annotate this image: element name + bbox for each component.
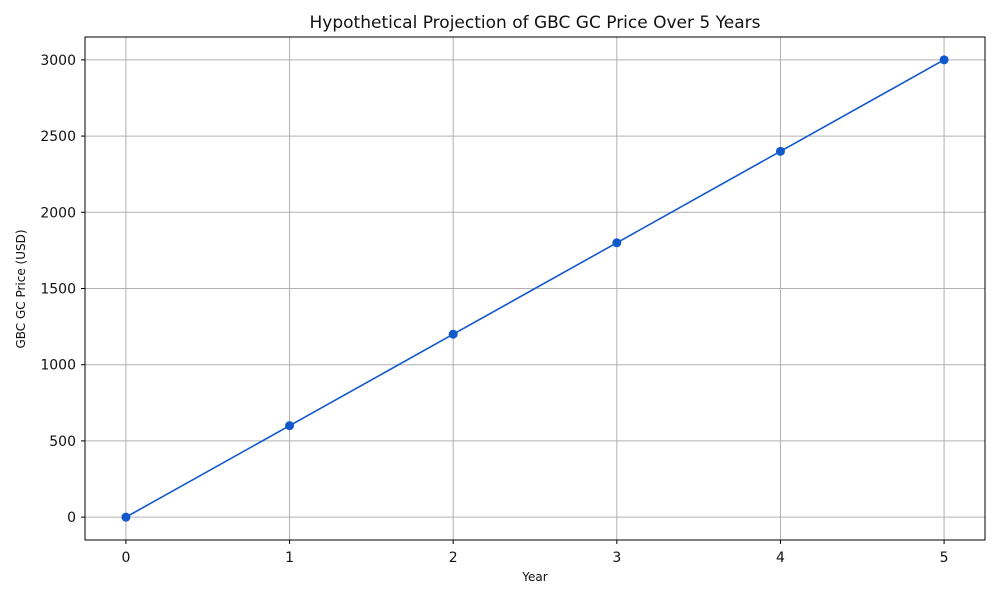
data-point: [775, 146, 785, 156]
x-tick-label: 3: [612, 550, 621, 566]
series-layer: [121, 55, 949, 522]
data-point: [612, 238, 622, 248]
x-tick-label: 4: [776, 550, 785, 566]
y-tick-label: 1000: [40, 358, 76, 374]
x-tick-label: 2: [449, 550, 458, 566]
data-point: [121, 512, 131, 522]
data-point: [285, 421, 295, 431]
y-axis-label: GBC GC Price (USD): [14, 229, 28, 348]
grid-lines: [85, 37, 985, 540]
y-tick-label: 2000: [40, 205, 76, 221]
y-tick-label: 500: [49, 434, 76, 450]
axis-ticks: 0 1 2 3 4 5 0 500 1000 1500 2000 2500 3000: [40, 53, 948, 566]
y-tick-label: 1500: [40, 282, 76, 298]
x-axis-label: Year: [521, 570, 547, 584]
data-point: [448, 329, 458, 339]
x-tick-label: 5: [940, 550, 949, 566]
y-tick-label: 2500: [40, 129, 76, 145]
data-point: [939, 55, 949, 65]
plot-frame: [84, 36, 986, 541]
chart-title: Hypothetical Projection of GBC GC Price …: [310, 13, 761, 33]
y-tick-label: 0: [67, 510, 76, 526]
y-tick-label: 3000: [40, 53, 76, 69]
x-tick-label: 0: [121, 550, 130, 566]
x-tick-label: 1: [285, 550, 294, 566]
series-line: [125, 59, 945, 518]
